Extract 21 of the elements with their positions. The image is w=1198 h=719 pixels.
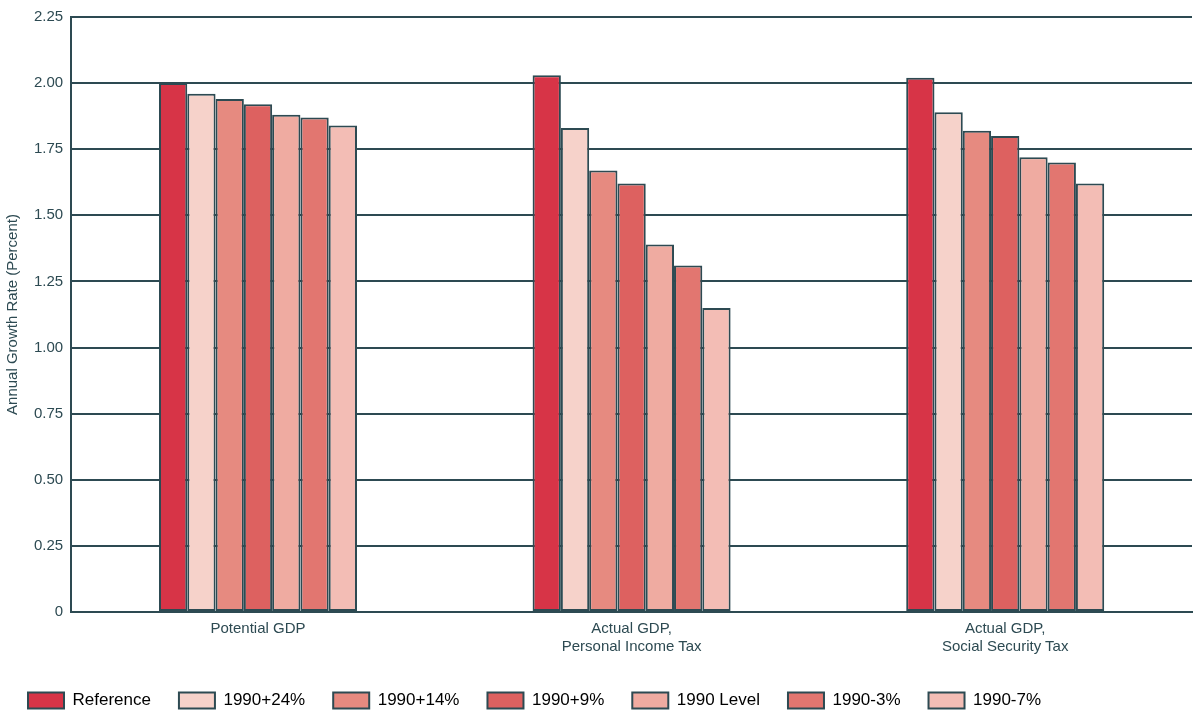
legend-label: 1990 Level	[676, 690, 760, 710]
y-tick-label: 0.25	[33, 536, 64, 554]
y-tick-label: 0.75	[33, 403, 64, 421]
x-tick-label: Potential GDP	[210, 619, 306, 637]
legend-label: 1990-3%	[832, 690, 901, 710]
legend-label: 1990+24%	[223, 690, 306, 710]
y-tick-label: 1.00	[33, 337, 64, 355]
y-tick-label: 1.50	[33, 205, 64, 223]
legend-label: 1990-7%	[973, 690, 1042, 710]
y-tick-label: 0.50	[33, 469, 64, 487]
x-tick-label: Actual GDP, Personal Income Tax	[561, 619, 702, 655]
y-tick-label: 2.00	[33, 73, 64, 91]
legend-label: 1990+9%	[531, 690, 605, 710]
y-tick-label: 2.25	[33, 7, 64, 25]
legend-label: 1990+14%	[377, 690, 460, 710]
y-axis-title: Annual Growth Rate (Percent)	[3, 214, 21, 415]
y-tick-label: 1.25	[33, 271, 64, 289]
y-tick-label: 0	[54, 602, 64, 620]
x-tick-label: Actual GDP, Social Security Tax	[941, 619, 1069, 655]
y-tick-label: 1.75	[33, 139, 64, 157]
legend-label: Reference	[72, 690, 151, 710]
